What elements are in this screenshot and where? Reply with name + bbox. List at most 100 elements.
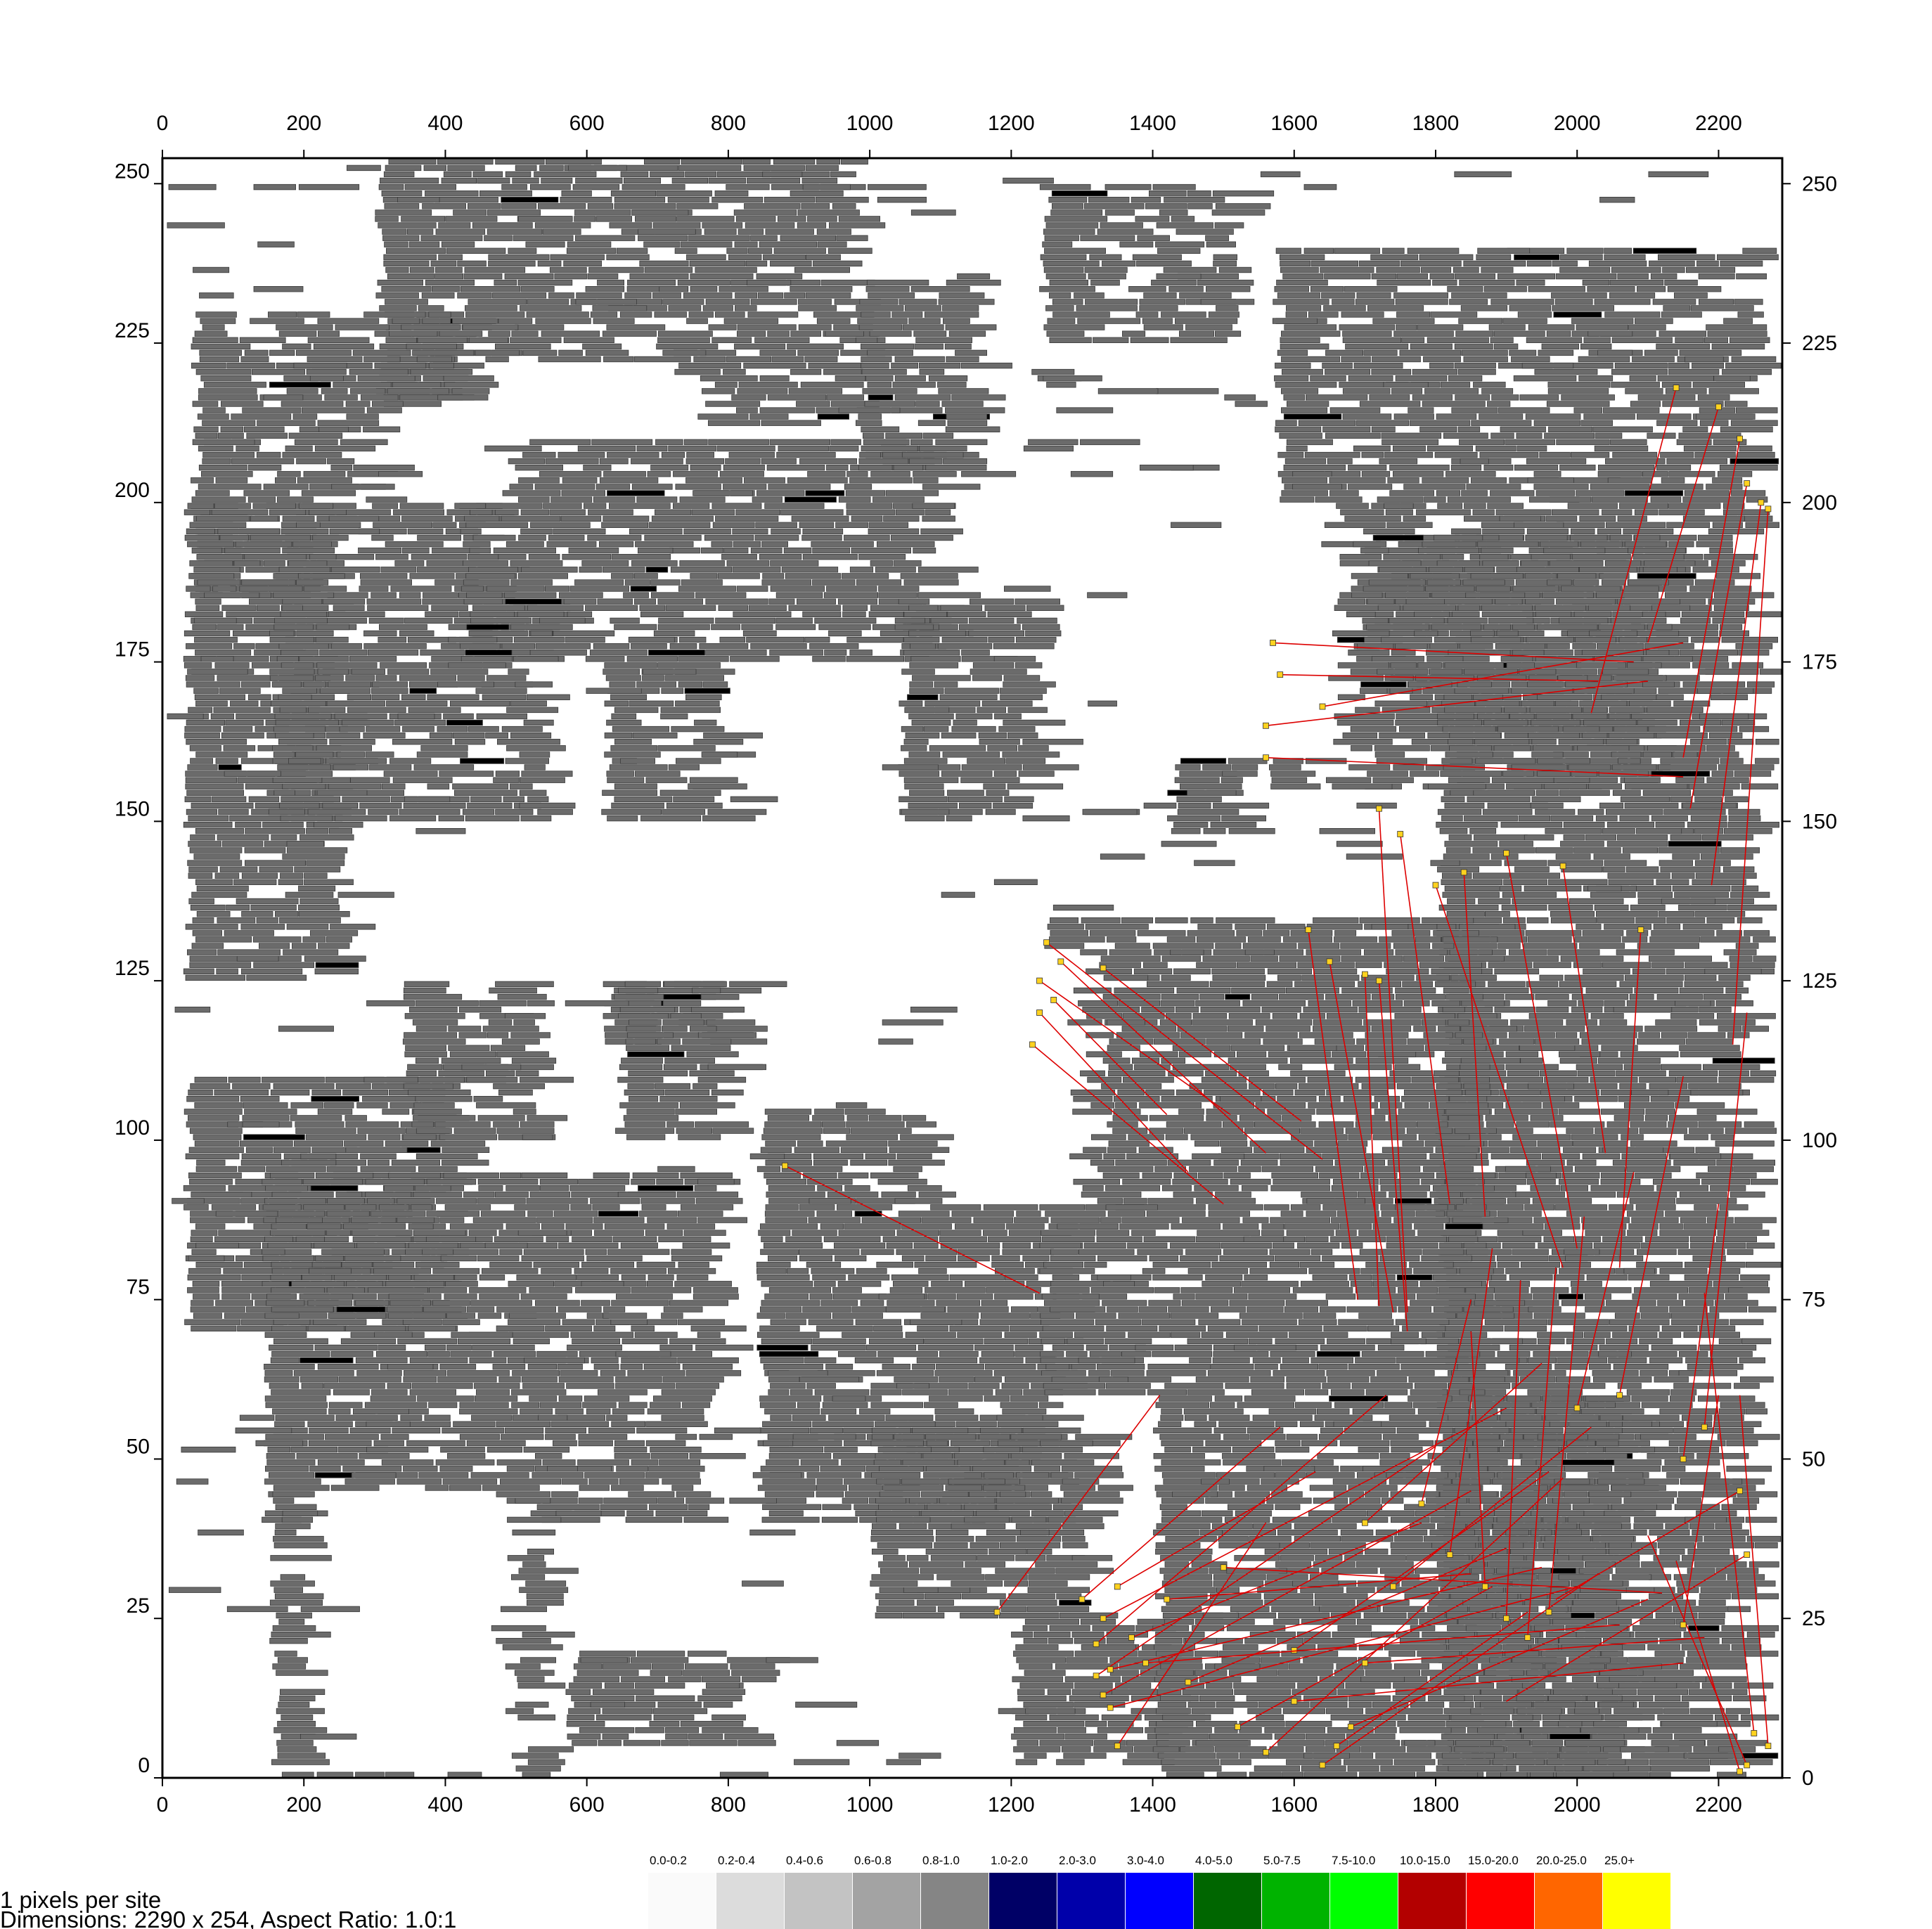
cell <box>1656 420 1698 426</box>
cell <box>1563 1147 1597 1153</box>
cell <box>631 643 667 650</box>
cell <box>1584 1293 1611 1300</box>
cell <box>460 528 482 535</box>
cell <box>566 247 617 254</box>
cell <box>444 1293 477 1300</box>
cell <box>442 1427 504 1434</box>
cell <box>365 1178 425 1185</box>
cell <box>1692 879 1746 885</box>
cell <box>925 1287 986 1293</box>
cell <box>1533 1350 1589 1357</box>
cell <box>269 669 315 675</box>
cell <box>295 579 329 586</box>
cell <box>1606 1300 1656 1306</box>
cell <box>335 1414 398 1421</box>
cell <box>1332 630 1390 637</box>
cell <box>1571 770 1597 777</box>
cell <box>1176 228 1234 235</box>
cell <box>314 445 376 452</box>
cell <box>236 445 259 452</box>
cell <box>1451 528 1481 535</box>
cell <box>1315 496 1363 503</box>
cell <box>662 1026 688 1032</box>
cell <box>1727 904 1777 911</box>
cell <box>399 630 434 637</box>
cell <box>233 879 277 885</box>
cell <box>768 1510 804 1516</box>
cell <box>765 1204 799 1211</box>
cell <box>951 725 996 733</box>
cell <box>1716 930 1742 936</box>
cell <box>1157 247 1201 254</box>
cell <box>1750 1178 1778 1185</box>
cell <box>314 968 359 974</box>
cell <box>496 1325 545 1331</box>
cell <box>1573 579 1599 586</box>
cell <box>822 1402 868 1408</box>
cell <box>496 1421 551 1427</box>
cell <box>269 382 331 388</box>
cell <box>1326 777 1372 783</box>
cell <box>1447 285 1483 292</box>
cell <box>681 158 742 164</box>
cell <box>1623 1491 1677 1497</box>
cell <box>849 1485 882 1491</box>
cell <box>508 458 546 465</box>
cell <box>1004 1331 1037 1338</box>
cell <box>1448 834 1472 841</box>
cell <box>593 1325 616 1331</box>
cell <box>1663 305 1691 311</box>
cell <box>439 1364 477 1370</box>
cell <box>1675 1618 1725 1625</box>
cell <box>705 598 768 605</box>
cell <box>802 1306 851 1312</box>
cell <box>1342 388 1391 394</box>
cell <box>366 725 401 733</box>
cell <box>805 490 845 496</box>
cell <box>281 796 341 803</box>
cell <box>279 707 307 714</box>
cell <box>1696 260 1719 267</box>
cell <box>1355 299 1395 305</box>
cell <box>1713 605 1749 611</box>
cell <box>1524 1204 1555 1211</box>
cell <box>186 808 218 815</box>
cell <box>370 1211 426 1217</box>
cell <box>1528 285 1585 292</box>
cell <box>1720 847 1760 853</box>
cell <box>380 1433 409 1440</box>
cell <box>828 1414 885 1421</box>
cell <box>624 579 650 586</box>
cell <box>925 465 987 471</box>
cell <box>1555 853 1591 860</box>
cell <box>453 1421 496 1427</box>
cell <box>465 815 520 822</box>
cell <box>282 547 335 554</box>
cell <box>465 650 513 656</box>
cell <box>444 1204 491 1211</box>
cell <box>191 477 214 484</box>
cell <box>470 796 502 803</box>
cell <box>820 1300 858 1306</box>
cell <box>1663 808 1726 815</box>
cell <box>465 522 529 528</box>
cell <box>662 1376 724 1383</box>
cell <box>192 1281 220 1287</box>
cell <box>1547 949 1600 955</box>
cell <box>1429 273 1455 280</box>
cell <box>392 318 420 324</box>
cell <box>1681 1644 1730 1651</box>
cell <box>186 719 226 726</box>
cell <box>316 624 350 631</box>
cell <box>1628 324 1666 330</box>
cell <box>545 458 599 465</box>
cell <box>909 789 945 796</box>
cell <box>1708 528 1765 535</box>
cell <box>915 401 940 407</box>
cell <box>579 567 603 573</box>
cell <box>185 1153 240 1160</box>
cell <box>1215 330 1242 337</box>
cell <box>711 196 764 203</box>
cell <box>856 305 904 311</box>
cell <box>1604 458 1666 465</box>
